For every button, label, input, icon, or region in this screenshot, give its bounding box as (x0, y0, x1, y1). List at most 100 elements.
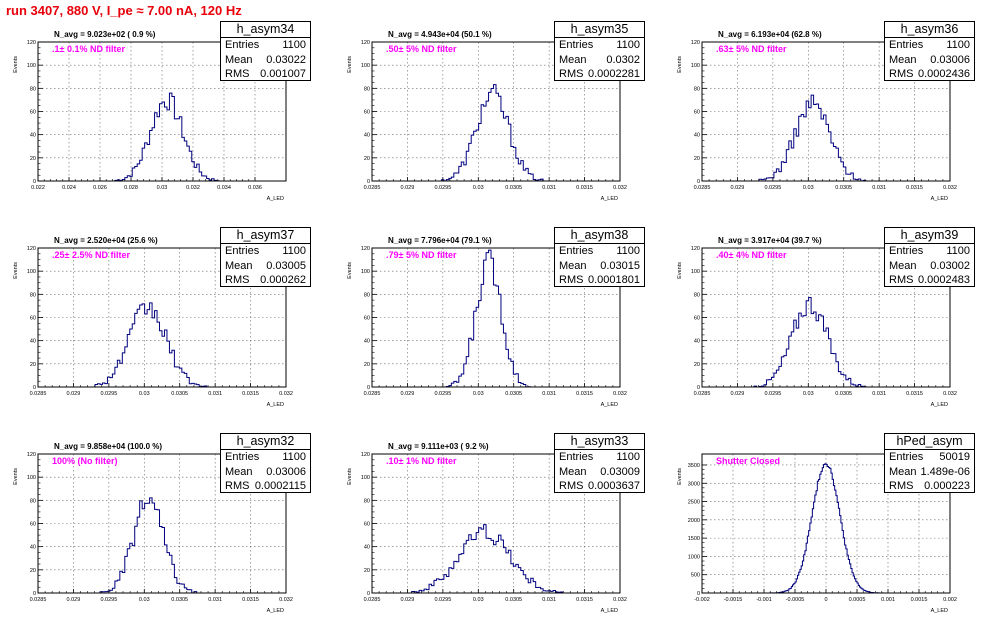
stats-value: 1100 (282, 245, 306, 257)
stats-key: RMS (889, 480, 914, 492)
x-tick-label: 0.0305 (505, 597, 522, 603)
navg-label: N_avg = 9.023e+02 ( 0.9 %) (54, 30, 156, 39)
stats-value: 0.03005 (266, 259, 306, 272)
x-tick-label: 0.0295 (434, 597, 451, 603)
y-tick-label: 0 (697, 179, 700, 185)
stats-value: 0.0002281 (588, 68, 640, 80)
y-tick-label: 100 (361, 63, 370, 69)
filter-label: .10± 1% ND filter (386, 456, 457, 466)
histogram-plot: 0.0285 0.029 0.0295 0.03 0.0305 0.031 0.0315 0.… (13, 452, 293, 614)
stats-value: 1100 (946, 245, 970, 257)
x-tick-label: 0.032 (613, 391, 627, 397)
x-tick-label: 0.031 (872, 391, 886, 397)
stats-row-mean: Mean 0.03006 (221, 465, 310, 480)
stats-key: Entries (225, 245, 260, 257)
stats-value: 0.03006 (930, 53, 970, 66)
histogram-bars (38, 302, 286, 388)
x-tick-label: 0.0315 (906, 185, 923, 191)
histogram-plot: -0.002 -0.0015 -0.001 -0.0005 0 0.0005 0.001 0.… (677, 453, 957, 614)
stats-value: 50019 (939, 451, 970, 463)
x-tick-label: 0.022 (31, 185, 45, 191)
stats-row-entries: Entries 1100 (555, 450, 644, 465)
stats-value: 0.001007 (260, 68, 306, 80)
histogram-panel-h_asym32: 0.0285 0.029 0.0295 0.03 0.0305 0.031 0.0315 0.… (0, 430, 316, 615)
histogram-name: h_asym32 (221, 434, 310, 450)
navg-label: N_avg = 3.917e+04 (39.7 %) (718, 236, 822, 245)
stats-row-entries: Entries 1100 (221, 38, 310, 53)
y-tick-label: 1000 (688, 554, 700, 560)
x-tick-label: 0.03 (473, 185, 484, 191)
x-tick-label: 0.031 (542, 185, 556, 191)
x-tick-label: 0.029 (401, 185, 415, 191)
y-tick-label: 80 (694, 292, 700, 298)
x-tick-label: 0.0315 (576, 185, 593, 191)
stats-value: 1100 (616, 39, 640, 51)
x-tick-label: 0.03 (157, 185, 168, 191)
stats-row-entries: Entries 50019 (885, 450, 974, 465)
x-tick-label: 0.036 (248, 185, 262, 191)
stats-box: h_asym36 Entries 1100 Mean 0.03006 RMS 0.00024… (884, 21, 975, 81)
x-tick-label: 0.03 (473, 597, 484, 603)
x-tick-label: 0 (824, 597, 827, 603)
x-tick-label: 0.029 (401, 391, 415, 397)
y-tick-label: 100 (361, 269, 370, 275)
x-tick-label: 0.029 (731, 391, 745, 397)
stats-row-mean: Mean 0.0302 (555, 53, 644, 68)
y-tick-label: 0 (697, 385, 700, 391)
histogram-bars (372, 84, 620, 182)
stats-row-rms: RMS 0.0003637 (555, 479, 644, 494)
stats-key: Entries (559, 245, 594, 257)
x-tick-label: 0.024 (62, 185, 76, 191)
stats-key: Entries (889, 245, 924, 257)
y-tick-label: 80 (30, 292, 36, 298)
histogram-plot: 0.0285 0.029 0.0295 0.03 0.0305 0.031 0.0315 0.… (347, 246, 627, 408)
y-tick-label: 60 (30, 522, 36, 528)
histogram-plot: 0.0285 0.029 0.0295 0.03 0.0305 0.031 0.0315 0.… (347, 40, 627, 202)
stats-box: h_asym35 Entries 1100 Mean 0.0302 RMS 0.000228… (554, 21, 645, 81)
stats-box: h_asym38 Entries 1100 Mean 0.03015 RMS 0.00018… (554, 227, 645, 287)
x-tick-label: 0.0285 (364, 597, 381, 603)
x-tick-label: 0.0295 (434, 185, 451, 191)
y-tick-label: 60 (694, 316, 700, 322)
stats-row-rms: RMS 0.001007 (221, 67, 310, 82)
stats-box: h_asym32 Entries 1100 Mean 0.03006 RMS 0.00021… (220, 433, 311, 493)
x-tick-label: 0.029 (401, 597, 415, 603)
histogram-panel-h_asym38: 0.0285 0.029 0.0295 0.03 0.0305 0.031 0.0315 0.… (334, 224, 650, 409)
y-tick-label: 80 (30, 86, 36, 92)
stats-key: Mean (559, 465, 587, 478)
y-tick-label: 40 (30, 133, 36, 139)
stats-value: 0.000223 (924, 480, 970, 492)
histogram-panel-hPed_asym: -0.002 -0.0015 -0.001 -0.0005 0 0.0005 0.001 0.… (664, 430, 980, 615)
x-tick-label: 0.026 (93, 185, 107, 191)
histogram-name: h_asym33 (555, 434, 644, 450)
x-axis-label: A_LED (931, 196, 948, 202)
y-tick-label: 60 (694, 110, 700, 116)
y-tick-label: 20 (694, 156, 700, 162)
stats-row-mean: Mean 0.03022 (221, 53, 310, 68)
stats-value: 0.0003637 (588, 480, 640, 492)
x-tick-label: 0.0305 (171, 391, 188, 397)
x-tick-label: 0.029 (731, 185, 745, 191)
stats-key: Mean (889, 53, 917, 66)
x-tick-label: -0.0015 (724, 597, 743, 603)
y-tick-label: 120 (691, 40, 700, 46)
histogram-name: h_asym36 (885, 22, 974, 38)
stats-key: RMS (225, 480, 250, 492)
histogram-name: h_asym39 (885, 228, 974, 244)
stats-value: 0.03015 (600, 259, 640, 272)
x-tick-label: 0.03 (473, 391, 484, 397)
y-tick-label: 100 (691, 63, 700, 69)
histogram-panel-h_asym36: 0.0285 0.029 0.0295 0.03 0.0305 0.031 0.0315 0.… (664, 18, 980, 203)
y-tick-label: 0 (367, 591, 370, 597)
stats-row-entries: Entries 1100 (221, 244, 310, 259)
histogram-panel-h_asym34: 0.022 0.024 0.026 0.028 0.03 0.032 0.034 0.036 0… (0, 18, 316, 203)
stats-key: RMS (225, 274, 250, 286)
stats-key: Mean (225, 465, 253, 478)
filter-label: .40± 4% ND filter (716, 250, 787, 260)
stats-value: 0.0001801 (588, 274, 640, 286)
filter-label: .50± 5% ND filter (386, 44, 457, 54)
x-tick-label: 0.03 (803, 185, 814, 191)
stats-value: 0.03002 (930, 259, 970, 272)
y-tick-label: 100 (27, 63, 36, 69)
stats-value: 0.03022 (266, 53, 306, 66)
